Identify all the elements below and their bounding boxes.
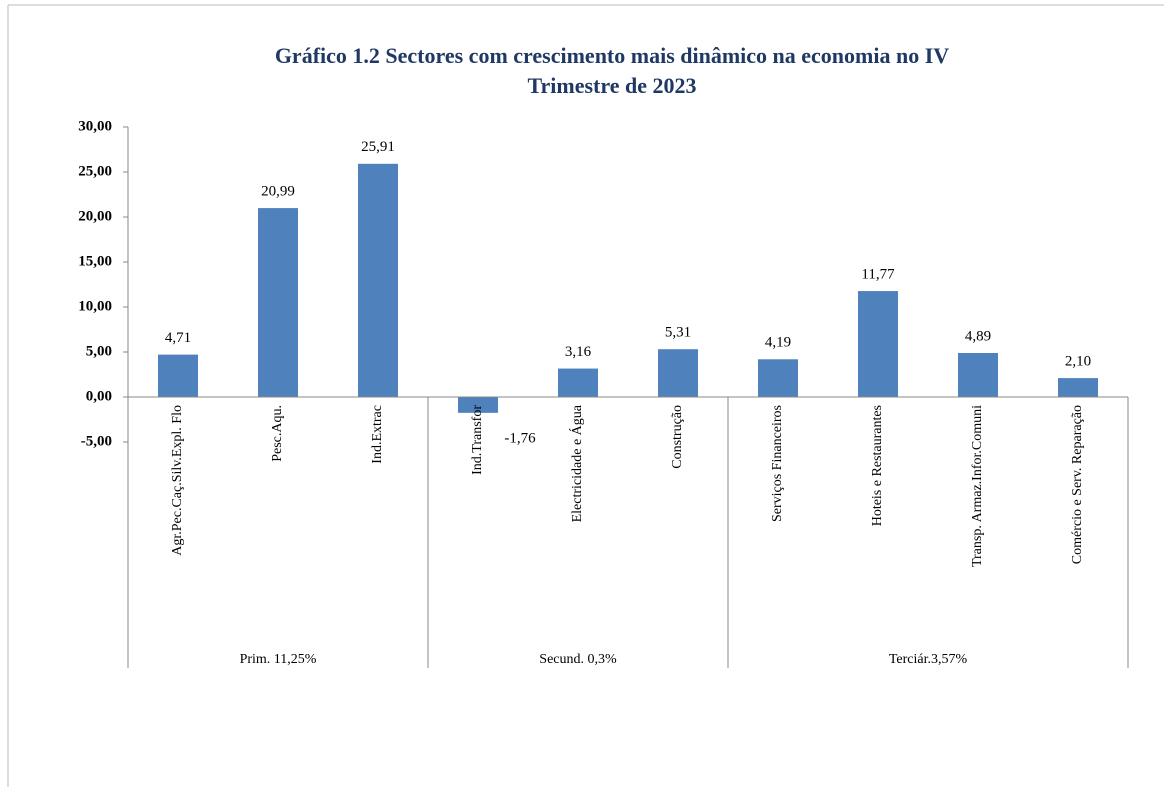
value-label: 2,10	[1065, 354, 1091, 370]
bar	[858, 291, 898, 397]
value-label: 4,71	[165, 330, 191, 346]
chart-title: Gráfico 1.2 Sectores com crescimento mai…	[275, 43, 949, 68]
y-tick-label: -5,00	[81, 433, 112, 449]
x-tick-label: Comércio e Serv. Reparação	[1070, 405, 1085, 564]
bar	[458, 397, 498, 413]
x-tick-label: Serviços Financeiros	[770, 405, 785, 522]
bar	[958, 352, 998, 397]
value-label: 20,99	[261, 184, 295, 200]
x-tick-label: Agr.Pec.Caç.Silv.Expl. Flo	[170, 405, 185, 556]
group-label: Prim. 11,25%	[240, 652, 317, 667]
value-label: -1,76	[504, 430, 536, 446]
x-tick-label: Hoteis e Restaurantes	[870, 405, 885, 526]
x-tick-label: Ind.Extrac	[370, 405, 385, 464]
y-tick-label: 10,00	[78, 298, 112, 314]
y-tick-label: 25,00	[78, 163, 112, 179]
y-tick-label: 5,00	[86, 343, 112, 359]
x-tick-label: Pesc.Aqu.	[270, 405, 285, 462]
bar	[358, 163, 398, 397]
bar	[558, 368, 598, 397]
group-label: Terciár.3,57%	[889, 652, 968, 667]
value-label: 25,91	[361, 139, 395, 155]
bar	[1058, 378, 1098, 397]
value-label: 5,31	[665, 325, 691, 341]
y-tick-label: 30,00	[78, 118, 112, 134]
value-label: 4,19	[765, 335, 791, 351]
value-label: 11,77	[861, 267, 895, 283]
x-tick-label: Transp. Armaz.Infor.Comuni	[970, 405, 985, 567]
y-tick-label: 0,00	[86, 388, 112, 404]
bar	[158, 354, 198, 397]
value-label: 3,16	[565, 344, 592, 360]
value-label: 4,89	[965, 328, 991, 344]
x-tick-label: Ind.Transfor	[470, 405, 485, 475]
bar	[258, 208, 298, 397]
y-tick-label: 20,00	[78, 208, 112, 224]
x-tick-label: Construção	[670, 405, 685, 469]
x-tick-label: Electricidade e Água	[568, 404, 585, 522]
chart-title: Trimestre de 2023	[527, 73, 696, 98]
bar	[658, 349, 698, 397]
bar	[758, 359, 798, 397]
group-label: Secund. 0,3%	[539, 652, 617, 667]
y-tick-label: 15,00	[78, 253, 112, 269]
